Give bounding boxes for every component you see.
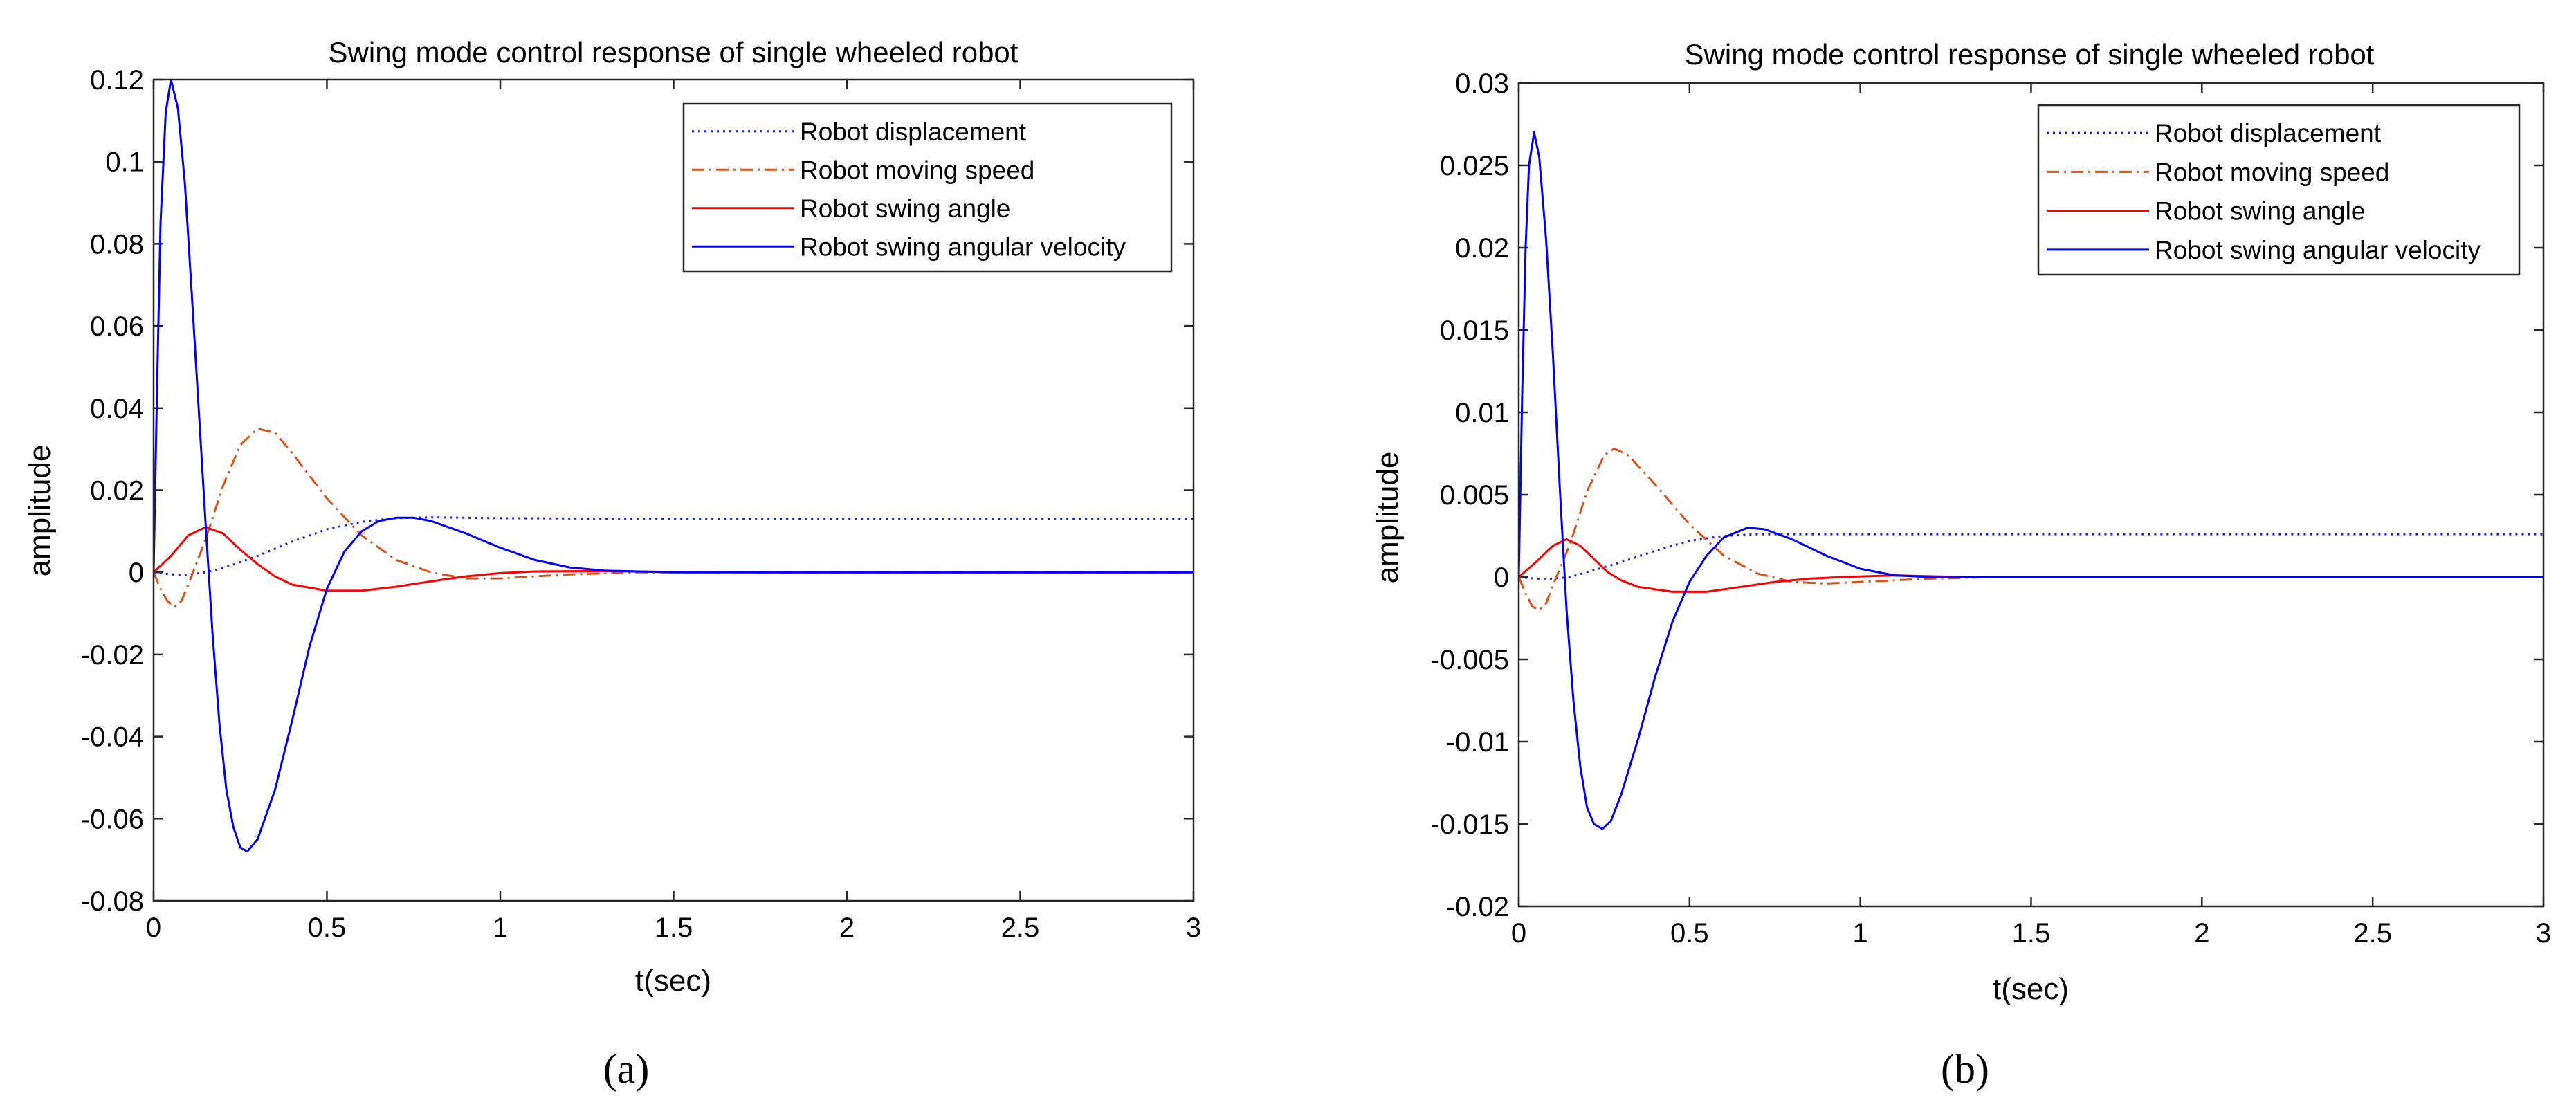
- plot-area-a: [154, 80, 1194, 853]
- series-line-4: [154, 80, 1194, 853]
- x-tick-label: 2: [2194, 918, 2209, 949]
- series-line-1: [1519, 533, 2543, 580]
- x-tick-label: 2: [839, 913, 855, 943]
- y-tick-label: 0.04: [90, 394, 144, 424]
- x-tick-label: 2.5: [2353, 918, 2392, 949]
- legend-box: [682, 102, 1173, 273]
- chart-panel-b: Swing mode control response of single wh…: [1371, 38, 2551, 1092]
- series-line-2: [154, 428, 1194, 609]
- y-tick-label: 0.1: [105, 147, 144, 178]
- x-tick-label: 2.5: [1001, 913, 1040, 943]
- legend-label: Robot swing angular velocity: [800, 232, 1126, 261]
- chart-title-b: Swing mode control response of single wh…: [1685, 38, 2375, 71]
- x-axis-label-a: t(sec): [635, 964, 711, 998]
- legend-b: Robot displacement Robot moving speed Robo…: [2037, 104, 2521, 276]
- chart-panel-a: Swing mode control response of single wh…: [23, 36, 1201, 1092]
- series-line-4: [1519, 131, 2543, 830]
- panel-caption-b: (b): [1941, 1046, 1989, 1092]
- x-tick-label: 1.5: [655, 913, 693, 943]
- plot-area-b: [1519, 131, 2543, 830]
- legend-label: Robot swing angle: [800, 194, 1010, 223]
- x-tick-label: 3: [2536, 918, 2551, 949]
- legend-label: Robot moving speed: [2155, 158, 2389, 186]
- legend-label: Robot swing angle: [2155, 197, 2365, 226]
- legend-label: Robot displacement: [2155, 119, 2382, 147]
- y-tick-label: 0.12: [90, 65, 144, 95]
- y-tick-label: -0.02: [1446, 892, 1509, 922]
- x-tick-label: 0: [146, 913, 161, 943]
- series-line-3: [154, 526, 1194, 592]
- x-tick-label: 1.5: [2012, 918, 2051, 949]
- series-line-2: [1519, 447, 2543, 612]
- panel-caption-a: (a): [603, 1046, 650, 1092]
- y-tick-label: 0.03: [1455, 68, 1509, 99]
- x-tick-label: 1: [493, 913, 508, 943]
- series-line-3: [1519, 538, 2543, 593]
- axes-ticks-b: 0 0.5 1 1.5 2 2.5 3 -0.02 -0.015 -0.01 -0.005 0 0.00…: [1431, 68, 2552, 949]
- x-tick-label: 1: [1853, 918, 1868, 949]
- legend-a: Robot displacement Robot moving speed Robo…: [682, 102, 1173, 273]
- y-tick-label: -0.01: [1446, 727, 1509, 758]
- y-tick-label: -0.005: [1431, 645, 1509, 675]
- x-tick-label: 0: [1511, 918, 1526, 949]
- y-tick-label: -0.02: [81, 640, 144, 670]
- y-tick-label: -0.04: [81, 722, 144, 753]
- y-tick-label: 0.005: [1440, 480, 1509, 511]
- axes-ticks-a: 0 0.5 1 1.5 2 2.5 3 -0.08 -0.06 -0.04 -0.02 0 0.02 0.…: [81, 65, 1201, 943]
- y-tick-label: 0: [129, 558, 144, 588]
- y-tick-label: 0.08: [90, 229, 144, 259]
- y-tick-label: -0.08: [81, 886, 144, 917]
- chart-title-a: Swing mode control response of single wh…: [329, 36, 1018, 68]
- y-tick-label: 0.02: [90, 476, 144, 506]
- series-line-1: [154, 516, 1194, 576]
- y-axis-label-b: amplitude: [1371, 452, 1405, 584]
- y-tick-label: -0.015: [1431, 809, 1509, 840]
- x-tick-label: 3: [1186, 913, 1201, 943]
- y-tick-label: -0.06: [81, 804, 144, 834]
- y-tick-label: 0.01: [1455, 398, 1509, 428]
- axes-box-a: [152, 78, 1195, 902]
- x-tick-label: 0.5: [1670, 918, 1709, 949]
- y-tick-label: 0.015: [1440, 315, 1509, 346]
- legend-label: Robot swing angular velocity: [2155, 236, 2481, 264]
- axes-box-b: [1517, 82, 2545, 908]
- y-tick-label: 0: [1494, 562, 1509, 593]
- legend-box: [2037, 104, 2521, 276]
- legend-label: Robot displacement: [800, 118, 1027, 146]
- y-tick-label: 0.06: [90, 311, 144, 342]
- y-tick-label: 0.02: [1455, 233, 1509, 264]
- legend-label: Robot moving speed: [800, 156, 1034, 184]
- x-tick-label: 0.5: [308, 913, 347, 943]
- x-axis-label-b: t(sec): [1993, 972, 2069, 1006]
- y-axis-label-a: amplitude: [23, 445, 57, 577]
- y-tick-label: 0.025: [1440, 151, 1509, 181]
